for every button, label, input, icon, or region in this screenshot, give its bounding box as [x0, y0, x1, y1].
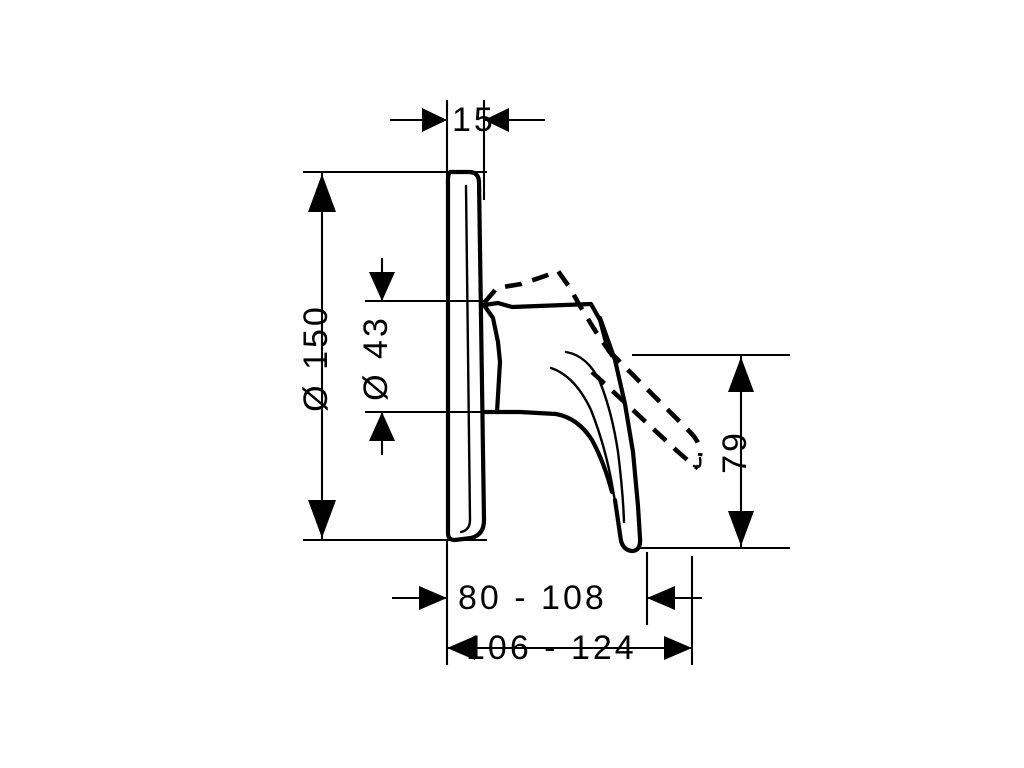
- mixer-body-left-edge: [481, 302, 503, 415]
- arrowhead-79-top: [728, 357, 754, 392]
- lever-open: [482, 268, 703, 471]
- dimension-label-80-108: 80 - 108: [458, 579, 607, 617]
- dimension-label-150: Ø 150: [297, 304, 335, 412]
- arrowhead-80108-right: [647, 586, 675, 610]
- arrowhead-15-right: [484, 108, 509, 132]
- escutcheon-plate: [445, 169, 487, 543]
- dimension-label-106-124: 106 - 124: [466, 629, 637, 667]
- arrowhead-15-left: [422, 108, 447, 132]
- dimension-diameter-43: Ø 43: [357, 258, 487, 455]
- arrowhead-106124-right: [664, 636, 692, 660]
- dimension-height-79: 79: [632, 353, 790, 550]
- escutcheon-plate-outline: [445, 169, 487, 543]
- lever-closed-inner-curve-upper: [564, 350, 626, 524]
- lever-open-top-outline: [482, 268, 616, 360]
- arrowhead-79-bottom: [728, 511, 754, 546]
- lever-open-arm-upper: [606, 348, 703, 457]
- dimension-label-79: 79: [716, 430, 754, 474]
- arrowhead-43-top: [369, 272, 395, 301]
- lever-open-tip: [692, 456, 702, 469]
- dimension-depth-15: 15: [390, 100, 545, 200]
- escutcheon-plate-bevel: [459, 184, 472, 534]
- lever-closed: [549, 315, 643, 554]
- arrowhead-150-top: [308, 174, 336, 212]
- dimension-label-15: 15: [452, 101, 496, 139]
- arrowhead-43-bottom: [369, 412, 395, 441]
- arrowhead-80108-left: [419, 586, 447, 610]
- dimension-range-80-108: 80 - 108: [392, 540, 702, 665]
- arrowhead-106124-left: [447, 636, 475, 660]
- lever-closed-right-edge: [597, 315, 643, 554]
- dimension-range-106-124: 106 - 124: [447, 556, 694, 667]
- arrowhead-150-bottom: [308, 500, 336, 538]
- dimension-label-43: Ø 43: [357, 315, 395, 401]
- mixer-body-bottom-edge: [481, 409, 615, 495]
- lever-closed-inner-curve-lower: [549, 366, 622, 536]
